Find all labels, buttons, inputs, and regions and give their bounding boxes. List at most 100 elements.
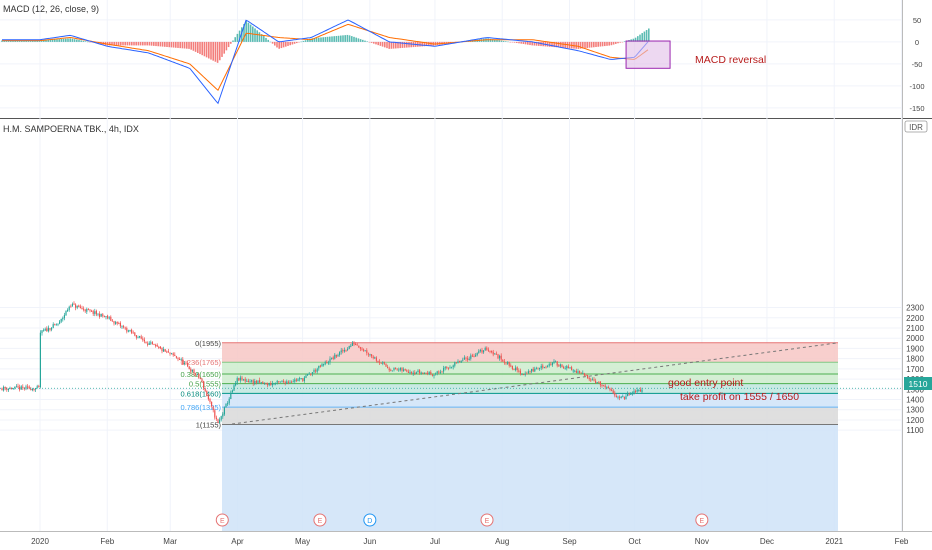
candle-body	[207, 395, 209, 400]
macd-histogram-bar	[342, 35, 344, 42]
macd-histogram-bar	[518, 41, 520, 44]
macd-histogram-bar	[390, 41, 393, 49]
candle-body	[435, 373, 437, 375]
macd-histogram-bar	[212, 41, 214, 61]
last-price-badge	[904, 377, 932, 390]
y-tick-label: 1100	[906, 426, 924, 435]
macd-histogram-bar	[419, 41, 421, 47]
macd-histogram-bar	[58, 39, 60, 42]
event-marker[interactable]	[695, 513, 709, 527]
candle-body	[614, 392, 616, 396]
macd-histogram-bar	[60, 39, 63, 42]
macd-histogram-bar	[601, 41, 604, 47]
candle-body	[311, 372, 313, 375]
macd-histogram-bar	[522, 41, 525, 45]
macd-histogram-bar	[304, 40, 307, 42]
candle-body	[203, 381, 205, 389]
macd-histogram-bar	[562, 41, 564, 48]
candle-body	[73, 303, 75, 305]
macd-histogram-bar	[597, 41, 599, 47]
candle-body	[206, 390, 208, 396]
candle-body	[251, 380, 253, 382]
candle-body	[243, 379, 245, 381]
macd-histogram-bar	[71, 38, 74, 42]
macd-histogram-bar	[221, 41, 223, 57]
candle-body	[635, 390, 637, 392]
candle-body	[446, 366, 448, 368]
candle-body	[131, 329, 133, 333]
candle-body	[19, 387, 21, 390]
event-marker[interactable]	[215, 513, 229, 527]
fib-band	[222, 383, 838, 394]
candle-body	[268, 383, 270, 386]
candle-body	[187, 363, 189, 367]
macd-histogram-bar	[370, 41, 373, 43]
candle-body	[407, 371, 409, 374]
macd-histogram-bar	[230, 41, 232, 44]
candle-body	[563, 366, 565, 369]
macd-histogram-bar	[197, 41, 199, 53]
event-marker[interactable]	[313, 513, 327, 527]
macd-histogram-bar	[555, 41, 558, 48]
macd-histogram-bar	[263, 36, 265, 42]
candle-body	[177, 358, 179, 360]
macd-histogram-bar	[54, 39, 56, 42]
macd-histogram-bar	[166, 41, 168, 47]
macd-histogram-bar	[388, 41, 390, 49]
candle-body	[447, 367, 449, 369]
candle-body	[11, 387, 13, 390]
candle-body	[439, 371, 441, 373]
macd-histogram-bar	[381, 41, 384, 47]
candle-body	[214, 410, 216, 418]
fibonacci-retracement[interactable]: 0(1955)0.236(1765)0.382(1650)0.5(1555)0.…	[181, 339, 838, 531]
macd-reversal-box[interactable]	[625, 40, 671, 69]
macd-histogram-bar	[265, 37, 267, 42]
candle-body	[532, 368, 534, 372]
macd-histogram-bar	[214, 41, 217, 62]
fib-level-label: 0.236(1765)	[181, 358, 222, 367]
macd-histogram-bar	[210, 41, 212, 60]
candle-body	[345, 350, 347, 352]
candle-body	[102, 314, 104, 317]
y-tick-label: 2200	[906, 314, 924, 323]
macd-histogram-bar	[139, 41, 142, 46]
candle-body	[118, 323, 120, 325]
candle-body	[172, 353, 174, 356]
macd-histogram-bar	[45, 40, 47, 42]
macd-histogram-bar	[282, 41, 285, 48]
candle-body	[535, 368, 537, 370]
candle-body	[566, 366, 568, 369]
candle-body	[129, 330, 131, 332]
fib-band	[222, 407, 838, 425]
candle-body	[59, 321, 61, 324]
macd-histogram-bar	[311, 38, 313, 42]
fib-level-label: 0(1955)	[195, 339, 221, 348]
macd-histogram-bar	[225, 41, 228, 51]
macd-histogram-bar	[320, 37, 322, 42]
candle-body	[423, 372, 425, 374]
candle-body	[507, 361, 509, 364]
candle-body	[414, 372, 416, 374]
x-tick-label: Jul	[430, 537, 440, 546]
candle-body	[166, 351, 168, 353]
fib-band	[222, 373, 838, 384]
event-marker[interactable]	[363, 513, 377, 527]
currency-badge[interactable]	[904, 120, 928, 133]
macd-histogram-bar	[190, 41, 192, 50]
macd-histogram-bar	[529, 41, 531, 46]
candle-body	[319, 365, 321, 367]
candle-body	[119, 322, 121, 327]
candle-body	[332, 357, 334, 360]
macd-tick-label: -50	[912, 60, 923, 69]
candle-body	[415, 372, 417, 374]
macd-histogram-bar	[632, 38, 635, 42]
candle-body	[499, 355, 501, 359]
macd-histogram-bar	[557, 41, 560, 48]
candle-body	[516, 367, 518, 371]
candle-body	[593, 379, 595, 381]
candle-body	[241, 377, 243, 380]
candle-body	[158, 346, 160, 348]
macd-histogram-bar	[425, 41, 428, 47]
event-marker[interactable]	[480, 513, 494, 527]
